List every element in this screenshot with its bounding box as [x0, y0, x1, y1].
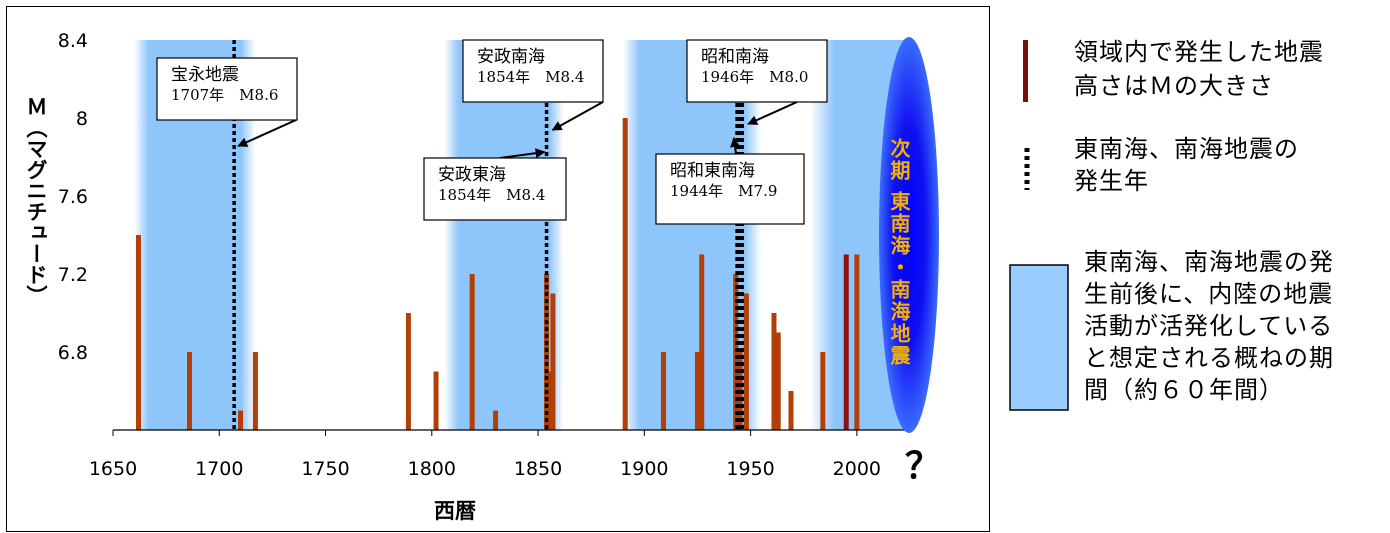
earthquake-bar [771, 313, 777, 430]
callout-detail: 1707年 M8.6 [171, 86, 278, 104]
legend-period-line: と想定される概ねの期 [1084, 344, 1334, 372]
earthquake-bar [546, 371, 552, 430]
callout-name: 安政南海 [477, 47, 545, 67]
next-quake-ellipse [879, 37, 939, 433]
legend-period-line: 生前後に、内陸の地震 [1084, 280, 1334, 308]
x-tick-label: 1650 [89, 458, 137, 480]
callout-arrow [237, 119, 297, 147]
callout-box [686, 39, 828, 103]
earthquake-bar [820, 352, 826, 430]
earthquake-bar [433, 371, 439, 430]
unknown-future-mark: ？ [905, 446, 941, 487]
x-tick-label: 1800 [408, 458, 456, 480]
callout-detail: 1854年 M8.4 [438, 186, 545, 204]
callout-detail: 1946年 M8.0 [701, 68, 808, 86]
callout-box [423, 157, 567, 221]
earthquake-bar [493, 410, 499, 430]
legend-bar-line2: 高さはＭの大きさ [1074, 72, 1274, 100]
x-tick-label: 2000 [833, 458, 881, 480]
callout-detail: 1854年 M8.4 [477, 68, 584, 86]
y-tick-label: 7.6 [58, 186, 88, 208]
earthquake-bar [743, 293, 749, 430]
x-tick-label: 1700 [195, 458, 243, 480]
earthquake-bar [405, 313, 411, 430]
earthquake-bar [252, 352, 258, 430]
callout-name: 昭和東南海 [670, 161, 755, 181]
x-axis-title: 西暦 [434, 499, 476, 523]
y-tick-label: 8 [76, 108, 88, 130]
earthquake-bar [694, 352, 700, 430]
y-tick-label: 7.2 [58, 264, 88, 286]
callout-box [655, 153, 805, 225]
earthquake-bar [238, 410, 244, 430]
earthquake-bar [622, 118, 628, 430]
earthquake-bar [660, 352, 666, 430]
legend-period-swatch [1009, 264, 1069, 411]
earthquake-bar [854, 254, 860, 430]
earthquake-bar [699, 254, 705, 430]
earthquake-bar [788, 391, 794, 430]
callout-arrow [730, 137, 741, 155]
x-tick-label: 1900 [620, 458, 668, 480]
legend-period-line: 活動が活発化している [1084, 312, 1334, 340]
callout-box [462, 39, 604, 103]
x-tick-label: 1950 [726, 458, 774, 480]
legend-bar-line1: 領域内で発生した地震 [1074, 38, 1324, 66]
callout-box [156, 57, 298, 121]
callout-arrow [551, 101, 604, 131]
legend-period-line: 間（約６０年間） [1084, 376, 1284, 404]
callout-name: 昭和南海 [701, 47, 769, 67]
y-tick-label: 6.8 [58, 342, 88, 364]
active-period [444, 40, 564, 430]
legend-dotted-line1: 東南海、南海地震の [1074, 135, 1299, 163]
legend-bar-swatch [1023, 40, 1028, 102]
earthquake-bar [550, 293, 556, 430]
legend-period-text: 東南海、南海地震の発 生前後に、内陸の地震 活動が活発化している と想定される概… [1084, 246, 1334, 406]
legend [1009, 40, 1069, 411]
callout-arrow [499, 148, 546, 159]
x-tick-label: 1850 [514, 458, 562, 480]
legend-dotted-line2: 発生年 [1074, 167, 1149, 195]
earthquake-bar [187, 352, 193, 430]
earthquake-bar [775, 332, 781, 430]
callout-name: 安政東海 [438, 165, 506, 185]
earthquake-bar [843, 254, 849, 430]
x-tick-label: 1750 [301, 458, 349, 480]
legend-period-line: 東南海、南海地震の発 [1084, 248, 1334, 276]
callout-arrow [747, 101, 798, 125]
earthquake-bar [136, 235, 142, 430]
y-axis-title: Ｍ（マグニチュード） [24, 96, 48, 306]
chart: 1650 1700 1750 1800 1850 1900 1950 2000 8.4 8 7.6 7… [24, 30, 941, 523]
next-quake-label: 次期 東南海・南海地震 [887, 137, 911, 367]
legend-dotted-text: 東南海、南海地震の 発生年 [1074, 133, 1299, 197]
legend-bar-text: 領域内で発生した地震 高さはＭの大きさ [1074, 36, 1324, 102]
callout-detail: 1944年 M7.9 [670, 182, 777, 200]
callout-name: 宝永地震 [171, 65, 239, 85]
earthquake-bar [469, 274, 475, 430]
y-tick-label: 8.4 [58, 30, 88, 52]
